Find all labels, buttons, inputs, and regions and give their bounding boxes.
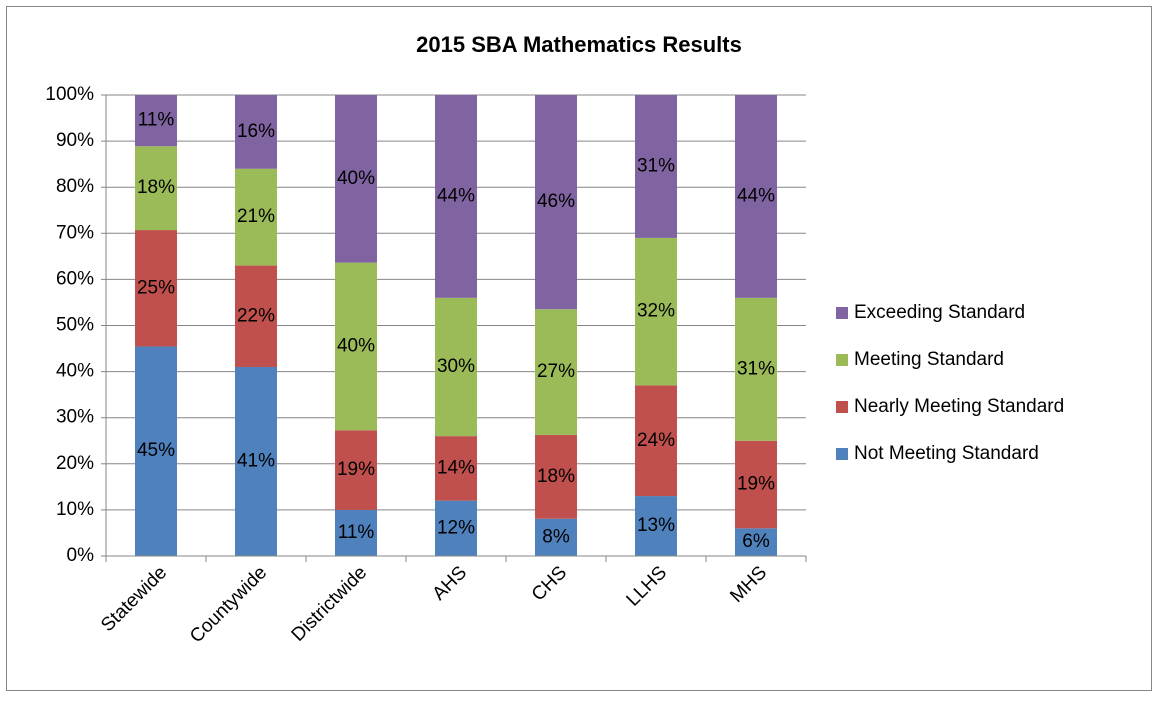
- bar-segment: [635, 237, 677, 386]
- bar-segment: [535, 434, 577, 519]
- data-label: 41%: [237, 451, 275, 472]
- bar-segment: [635, 385, 677, 497]
- data-label: 22%: [237, 305, 275, 326]
- bar-segment: [135, 95, 177, 147]
- bar-segment: [435, 95, 477, 298]
- bar-segment: [335, 509, 377, 556]
- data-label: 24%: [637, 430, 675, 451]
- chart-title: 2015 SBA Mathematics Results: [416, 32, 742, 57]
- y-tick-label: 70%: [56, 222, 94, 243]
- data-label: 30%: [437, 356, 475, 377]
- data-label: 18%: [137, 177, 175, 198]
- data-label: 31%: [737, 358, 775, 379]
- legend-label: Exceeding Standard: [854, 302, 1025, 323]
- data-label: 8%: [542, 526, 570, 547]
- bar-segment: [535, 518, 577, 556]
- data-label: 27%: [537, 361, 575, 382]
- bar-segment: [735, 297, 777, 441]
- bar-segment: [635, 95, 677, 238]
- bar-segment: [435, 500, 477, 556]
- data-label: 13%: [637, 515, 675, 536]
- data-label: 19%: [337, 459, 375, 480]
- data-label: 25%: [137, 277, 175, 298]
- bar-segment: [435, 436, 477, 501]
- y-tick-label: 100%: [45, 84, 94, 105]
- bar-segment: [535, 95, 577, 310]
- data-label: 40%: [337, 168, 375, 189]
- legend-label: Meeting Standard: [854, 349, 1004, 370]
- bar-segment: [535, 309, 577, 435]
- y-tick-label: 0%: [67, 545, 95, 566]
- legend-swatch: [836, 401, 848, 413]
- data-label: 19%: [737, 474, 775, 495]
- data-label: 32%: [637, 301, 675, 322]
- y-tick-label: 20%: [56, 453, 94, 474]
- data-label: 14%: [437, 457, 475, 478]
- bar-segment: [735, 95, 777, 298]
- bar-segment: [135, 346, 177, 556]
- bar-segment: [335, 262, 377, 431]
- y-tick-label: 30%: [56, 407, 94, 428]
- legend-swatch: [836, 307, 848, 319]
- bar-segment: [335, 430, 377, 510]
- data-label: 18%: [537, 466, 575, 487]
- data-label: 11%: [338, 522, 375, 543]
- data-label: 46%: [537, 191, 575, 212]
- y-tick-label: 40%: [56, 361, 94, 382]
- bar-segment: [735, 440, 777, 529]
- data-label: 31%: [637, 155, 675, 176]
- bar-segment: [135, 146, 177, 231]
- data-label: 16%: [237, 121, 275, 142]
- bar-segment: [735, 528, 777, 556]
- data-label: 44%: [437, 185, 475, 206]
- y-tick-label: 10%: [56, 499, 94, 520]
- chart-frame: [6, 6, 1152, 691]
- data-label: 40%: [337, 335, 375, 356]
- legend-label: Nearly Meeting Standard: [854, 396, 1064, 417]
- bar-segment: [335, 95, 377, 263]
- bar-segment: [135, 230, 177, 347]
- data-label: 44%: [737, 185, 775, 206]
- y-tick-label: 80%: [56, 176, 94, 197]
- legend-swatch: [836, 354, 848, 366]
- bar-segment: [635, 496, 677, 556]
- y-tick-label: 60%: [56, 268, 94, 289]
- y-tick-label: 50%: [56, 315, 94, 336]
- data-label: 45%: [137, 440, 175, 461]
- data-label: 12%: [437, 517, 475, 538]
- y-tick-label: 90%: [56, 130, 94, 151]
- bar-segment: [435, 297, 477, 437]
- bar-segment: [235, 366, 277, 556]
- data-label: 11%: [138, 110, 175, 131]
- legend-label: Not Meeting Standard: [854, 443, 1039, 464]
- bar-segment: [235, 95, 277, 169]
- bar-segment: [235, 168, 277, 266]
- legend-swatch: [836, 448, 848, 460]
- data-label: 6%: [742, 531, 770, 552]
- data-label: 21%: [237, 206, 275, 227]
- bar-segment: [235, 265, 277, 367]
